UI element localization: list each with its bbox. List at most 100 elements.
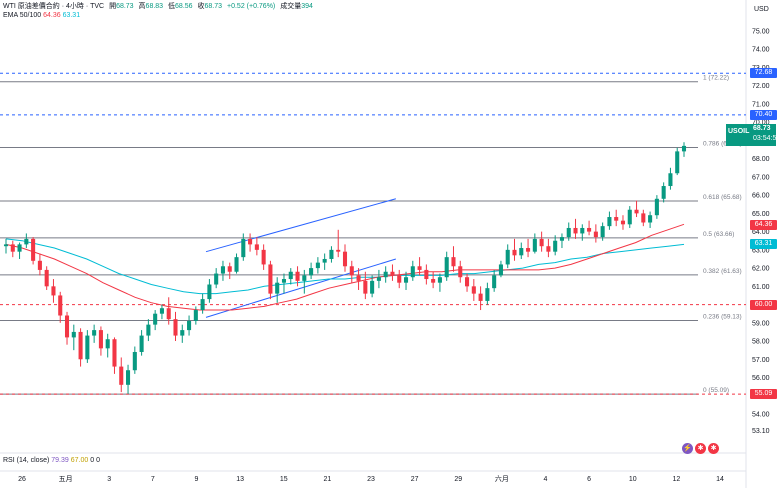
time-tick-label: 7	[151, 476, 155, 483]
rsi-legend[interactable]: RSI (14, close) 79.39 67.00 0 0	[3, 457, 100, 464]
low-value: 68.56	[175, 3, 193, 10]
candle-body	[505, 249, 510, 265]
candle	[492, 269, 497, 292]
time-tick-label: 13	[236, 476, 244, 483]
time-tick-label: 23	[367, 476, 375, 483]
candle-body	[31, 238, 36, 261]
candle-body	[573, 227, 578, 234]
candle-body	[309, 268, 314, 276]
fib-label: 0.618 (65.68)	[703, 194, 742, 201]
candle-body	[546, 246, 551, 252]
candle-body	[559, 237, 564, 241]
time-tick-label: 10	[629, 476, 637, 483]
candle	[363, 271, 368, 300]
candle-body	[220, 266, 225, 274]
candle	[458, 260, 463, 283]
candle-body	[342, 251, 348, 267]
candle	[58, 291, 63, 323]
candle-body	[526, 248, 531, 252]
price-tick-label: 65.00	[752, 211, 770, 218]
candle-body	[465, 277, 470, 287]
candle-body	[329, 249, 334, 259]
candle-body	[498, 264, 503, 276]
time-axis-labels: 26 五月 3 7 9 13 15 21 23 27 29 六月 4 6 10 12 14	[18, 474, 724, 483]
candle	[275, 277, 280, 303]
us-flag-icon[interactable]: ✱	[708, 443, 719, 454]
candle	[146, 319, 151, 342]
candle-body	[214, 273, 219, 285]
rsi-value-3: 0	[90, 457, 95, 464]
candle-body	[85, 335, 90, 360]
price-tick-label: 61.00	[752, 284, 770, 291]
event-icons: ⚡ ✱ ✱	[682, 437, 721, 455]
time-tick-label: 9	[195, 476, 199, 483]
candle	[288, 268, 293, 285]
candle	[410, 260, 415, 281]
time-tick-label: 21	[323, 476, 331, 483]
rsi-value-2: 67.00	[70, 457, 89, 464]
candle-body	[580, 227, 585, 234]
candle-body	[3, 244, 9, 247]
fib-label: 0.382 (61.63)	[703, 268, 742, 275]
currency-label[interactable]: USD	[754, 6, 769, 13]
parallel-channel	[205, 198, 396, 318]
symbol-header: WTI 原油差價合約 · 4小時 · TVC 開68.73 高68.83 低68…	[3, 2, 316, 11]
open-label: 開	[109, 3, 117, 10]
price-tick-label: 71.00	[752, 101, 770, 108]
candle-body	[376, 277, 381, 281]
ema50-line	[5, 223, 685, 311]
candle	[403, 271, 409, 290]
us-flag-icon[interactable]: ✱	[695, 443, 706, 454]
fib-label: 0.786 (68.61)	[703, 141, 742, 148]
candle-body	[600, 226, 605, 238]
candle	[64, 311, 70, 345]
candle	[295, 266, 300, 287]
candle-body	[288, 271, 293, 280]
price-tick-label: 66.00	[752, 193, 770, 200]
fib-labels: 1 (72.22) 0.786 (68.61) 0.618 (65.68) 0.5 (…	[703, 75, 742, 394]
candle-body	[241, 238, 246, 258]
candle	[44, 266, 49, 290]
fib-label: 0.5 (63.66)	[703, 231, 734, 238]
symbol-title[interactable]: WTI 原油差價合約 · 4小時 · TVC	[3, 3, 105, 10]
candle-body	[254, 244, 259, 250]
candles	[3, 142, 687, 394]
candle-body	[51, 286, 56, 296]
price-tick-label: 56.00	[752, 375, 770, 382]
candle	[71, 324, 76, 351]
candle	[675, 147, 680, 176]
time-tick-label: 4	[544, 476, 548, 483]
candle	[173, 311, 178, 342]
candle	[227, 262, 232, 280]
candle-body	[173, 319, 178, 336]
candle	[92, 324, 97, 343]
price-tick-label: 54.00	[752, 412, 770, 419]
candle	[309, 262, 314, 280]
candle	[220, 260, 225, 281]
candle	[498, 260, 503, 278]
candle-body	[146, 324, 151, 336]
ema-legend[interactable]: EMA 50/100 64.36 63.31	[3, 12, 80, 19]
candle	[444, 251, 449, 281]
candle-body	[681, 145, 687, 152]
low-label: 低	[168, 3, 176, 10]
candle	[356, 268, 361, 290]
candle-body	[261, 249, 266, 265]
lightning-icon[interactable]: ⚡	[682, 443, 693, 454]
price-tick-label: 63.00	[752, 247, 770, 254]
candle	[248, 233, 253, 252]
candle	[390, 264, 395, 281]
candle	[241, 233, 246, 261]
candle-body	[349, 266, 354, 276]
candle-body	[180, 330, 185, 336]
candle-body	[302, 275, 307, 281]
candle-body	[417, 266, 422, 270]
candle	[661, 182, 666, 203]
candle	[207, 279, 212, 303]
candle-body	[78, 331, 83, 360]
candle-body	[485, 288, 490, 301]
candle	[126, 364, 131, 394]
candle-body	[675, 151, 680, 174]
candle-body	[37, 260, 42, 270]
